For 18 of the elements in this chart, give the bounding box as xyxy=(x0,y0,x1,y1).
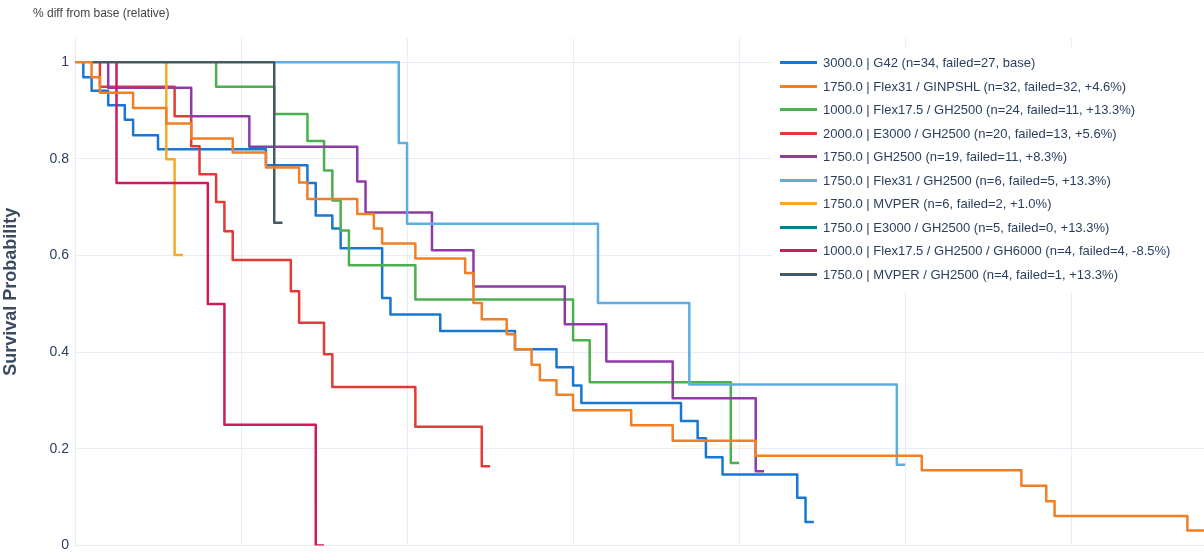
legend-label: 1750.0 | Flex31 / GINPSHL (n=32, failed=32, +4.6%) xyxy=(823,78,1127,94)
y-tick-label: 0 xyxy=(61,536,70,553)
legend-label: 1000.0 | Flex17.5 / GH2500 / GH6000 (n=4, failed=4, -8.5%) xyxy=(823,243,1171,259)
legend-label: 2000.0 | E3000 / GH2500 (n=20, failed=13, +5.6%) xyxy=(823,125,1117,141)
y-tick-label: 1 xyxy=(61,53,70,70)
chart-title: % diff from base (relative) xyxy=(33,6,170,20)
legend-label: 1750.0 | MVPER / GH2500 (n=4, failed=1, +13.3%) xyxy=(823,266,1118,282)
y-tick-label: 0.2 xyxy=(49,439,70,456)
legend-label: 1000.0 | Flex17.5 / GH2500 (n=24, failed=11, +13.3%) xyxy=(823,102,1136,118)
y-tick-label: 0.4 xyxy=(49,343,70,360)
legend-label: 3000.0 | G42 (n=34, failed=27, base) xyxy=(823,55,1036,71)
y-tick-label: 0.8 xyxy=(49,149,70,166)
y-axis-title: Survival Probability xyxy=(0,207,20,376)
legend-label: 1750.0 | E3000 / GH2500 (n=5, failed=0, +13.3%) xyxy=(823,219,1110,235)
y-tick-label: 0.6 xyxy=(49,246,70,263)
legend-label: 1750.0 | MVPER (n=6, failed=2, +1.0%) xyxy=(823,196,1052,212)
legend-label: 1750.0 | GH2500 (n=19, failed=11, +8.3%) xyxy=(823,149,1068,165)
legend-label: 1750.0 | Flex31 / GH2500 (n=6, failed=5, +13.3%) xyxy=(823,172,1111,188)
